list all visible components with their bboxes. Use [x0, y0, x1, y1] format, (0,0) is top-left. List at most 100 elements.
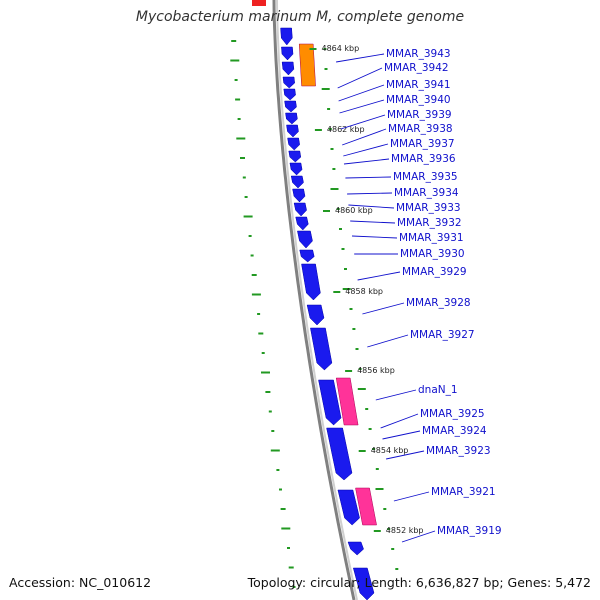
gene-label: MMAR_3940 [386, 94, 451, 106]
scale-tick [314, 129, 322, 131]
gc-tick [279, 488, 282, 491]
gc-tick [242, 176, 246, 179]
gc-tick [268, 410, 272, 413]
cds-arrow [290, 175, 304, 189]
cds-arrow [293, 202, 307, 217]
gc-tick [261, 371, 270, 374]
inner-gc-tick [357, 388, 366, 390]
cds-arrow [288, 150, 302, 163]
gene-leader-line [343, 143, 389, 157]
scale-markers: 4864 kbp 4862 kbp 4860 kbp 4858 kbp 4856 kbp… [309, 44, 424, 535]
inner-gc-tick [327, 108, 331, 110]
cds-arrow [283, 88, 296, 101]
gc-tick [257, 313, 261, 315]
gene-leader-line [362, 302, 405, 315]
scale-label: 4858 kbp [345, 287, 383, 296]
inner-gc-tick [328, 128, 332, 130]
inner-gc-tick [336, 208, 340, 210]
accession-text: Accession: NC_010612 [9, 575, 152, 590]
gene-leader-line [393, 491, 430, 502]
gc-tick [231, 40, 237, 42]
cds-arrow [286, 124, 299, 138]
scale-tick [333, 291, 341, 293]
scale-label: 4856 kbp [357, 366, 395, 375]
genome-backbone [272, 0, 356, 600]
inner-gc-tick [344, 268, 347, 270]
gc-tick [250, 254, 254, 257]
gene-label: dnaN_1 [418, 384, 458, 396]
gene-label: MMAR_3928 [406, 297, 471, 309]
gc-tick [271, 430, 275, 432]
gene-label: MMAR_3943 [386, 48, 451, 60]
gc-tick [230, 59, 240, 62]
inner-gc-tick [383, 508, 387, 510]
gene-leader-line [401, 530, 436, 543]
inner-gc-tick [342, 288, 351, 290]
gc-tick [281, 527, 291, 530]
gene-label: MMAR_3938 [388, 123, 453, 135]
inner-gc-tick [332, 168, 336, 170]
gene-label: MMAR_3923 [426, 445, 491, 457]
gc-tick [237, 118, 241, 120]
cds-arrow [301, 263, 321, 301]
gc-tick [248, 235, 252, 237]
inner-gc-tick [375, 488, 384, 490]
gene-leader-line [343, 158, 390, 165]
gc-tick [234, 79, 238, 81]
gene-leader-line [367, 334, 409, 348]
inner-gc-tick [323, 48, 327, 50]
inner-gc-tick [330, 188, 339, 190]
cds-arrow [285, 112, 298, 125]
gene-leader-line [337, 67, 383, 89]
gene-label: MMAR_3939 [387, 109, 452, 121]
cds-arrow [281, 61, 295, 76]
gene-label: MMAR_3942 [384, 62, 449, 74]
cds-arrow [337, 489, 360, 526]
gene-leader-line [348, 204, 395, 209]
gene-leader-line [350, 220, 396, 224]
gc-tick [270, 449, 280, 452]
inner-gc-tick [391, 548, 395, 550]
inner-gc-tick [387, 528, 391, 530]
gc-tick [240, 157, 245, 159]
scale-label: 4860 kbp [335, 206, 373, 215]
gc-tick [276, 469, 280, 471]
scale-label: 4854 kbp [371, 446, 409, 455]
cds-arrow [289, 162, 303, 176]
gene-label: MMAR_3919 [437, 525, 502, 537]
gc-tick [244, 196, 248, 198]
gc-tick [280, 508, 286, 510]
gene-leader-line [347, 192, 393, 195]
gene-label: MMAR_3929 [402, 266, 467, 278]
inner-gc-tick [324, 68, 328, 70]
gene-label: MMAR_3937 [390, 138, 455, 150]
inner-gc-tick [365, 408, 369, 410]
inner-gc-tick [368, 428, 372, 430]
inner-gc-tick [330, 148, 334, 150]
gc-tick [261, 352, 265, 354]
inner-gc-tick [372, 448, 376, 450]
gc-tick [287, 547, 290, 549]
gene-leader-line [386, 450, 425, 460]
scale-tick [323, 210, 330, 212]
inner-gc-tick [358, 368, 362, 370]
gene-leader-line [375, 389, 417, 401]
scale-tick [358, 450, 366, 452]
cds-arrow [318, 379, 342, 426]
cds-arrow [284, 100, 297, 113]
gene-label: MMAR_3925 [420, 408, 485, 420]
gene-leader-line [382, 430, 421, 440]
inner-gc-ticks [321, 48, 399, 570]
inner-gc-tick [355, 348, 359, 350]
gc-tick [265, 391, 271, 393]
cds-arrow [352, 567, 375, 600]
summary-text: Topology: circular; Length: 6,636,827 bp… [247, 575, 591, 590]
gc-tick [292, 586, 296, 588]
gc-skew-track [230, 40, 296, 588]
gene-label: MMAR_3932 [397, 217, 462, 229]
gene-leader-line [357, 271, 401, 281]
cds-arrow [292, 188, 306, 203]
cds-arrow [295, 216, 309, 231]
inner-gc-tick [339, 228, 342, 230]
